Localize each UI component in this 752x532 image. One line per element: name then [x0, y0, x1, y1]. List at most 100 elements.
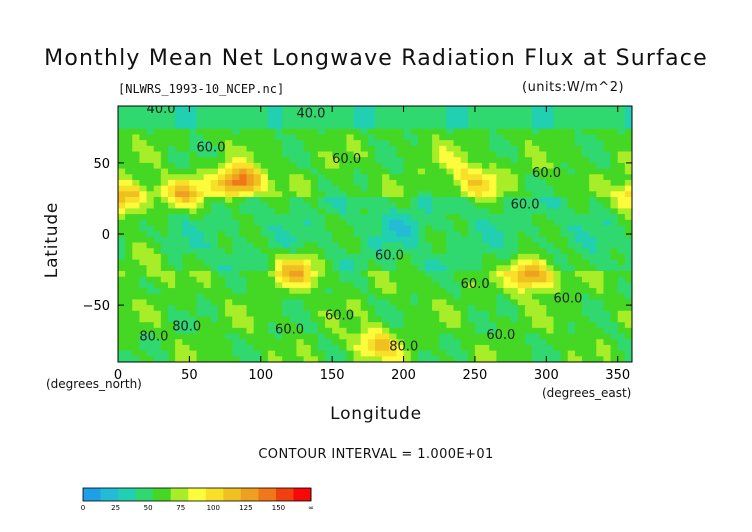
heatmap-cell: [567, 356, 576, 362]
heatmap-cell: [382, 140, 390, 147]
heatmap-cell: [524, 191, 533, 198]
heatmap-cell: [303, 276, 312, 283]
heatmap-cell: [539, 344, 547, 352]
heatmap-cell: [153, 106, 162, 113]
heatmap-cell: [424, 333, 433, 340]
heatmap-cell: [553, 134, 562, 141]
heatmap-cell: [482, 197, 490, 204]
heatmap-cell: [617, 322, 626, 329]
heatmap-cell: [517, 185, 526, 192]
heatmap-cell: [482, 231, 490, 238]
heatmap-cell: [410, 339, 419, 346]
heatmap-cell: [496, 310, 505, 318]
heatmap-cell: [339, 145, 348, 153]
heatmap-cell: [296, 140, 305, 147]
heatmap-cell: [439, 265, 447, 272]
heatmap-cell: [560, 128, 569, 136]
heatmap-cell: [367, 270, 376, 278]
heatmap-cell: [460, 339, 469, 346]
heatmap-cell: [589, 140, 597, 147]
heatmap-cell: [225, 174, 233, 181]
heatmap-cell: [260, 288, 269, 295]
heatmap-cell: [453, 202, 462, 209]
heatmap-cell: [453, 145, 462, 153]
heatmap-cell: [239, 157, 248, 164]
heatmap-cell: [217, 151, 226, 158]
heatmap-cell: [482, 310, 490, 318]
heatmap-cell: [196, 140, 205, 147]
heatmap-cell: [574, 344, 583, 352]
heatmap-cell: [203, 248, 212, 255]
heatmap-cell: [624, 248, 632, 255]
heatmap-cell: [246, 305, 255, 312]
heatmap-cell: [303, 322, 312, 329]
heatmap-cell: [353, 214, 362, 221]
heatmap-cell: [203, 106, 212, 113]
heatmap-cell: [617, 339, 626, 346]
heatmap-cell: [382, 344, 390, 352]
heatmap-cell: [146, 106, 155, 113]
heatmap-cell: [617, 327, 626, 335]
heatmap-cell: [446, 276, 455, 283]
heatmap-cell: [160, 356, 169, 362]
heatmap-cell: [232, 231, 240, 238]
heatmap-cell: [582, 322, 590, 329]
heatmap-cell: [560, 288, 569, 295]
heatmap-cell: [332, 168, 340, 175]
heatmap-cell: [146, 111, 155, 118]
heatmap-cell: [125, 270, 133, 278]
heatmap-cell: [474, 316, 483, 323]
heatmap-cell: [360, 242, 369, 249]
heatmap-cell: [446, 339, 455, 346]
heatmap-cell: [239, 270, 248, 278]
heatmap-cell: [182, 191, 190, 198]
heatmap-cell: [353, 305, 362, 312]
heatmap-cell: [118, 111, 126, 118]
heatmap-cell: [246, 344, 255, 352]
heatmap-cell: [203, 276, 212, 283]
heatmap-cell: [118, 191, 126, 198]
heatmap-cell: [553, 299, 562, 306]
heatmap-cell: [375, 179, 383, 187]
heatmap-cell: [310, 202, 319, 209]
heatmap-cell: [317, 327, 326, 335]
heatmap-cell: [332, 276, 340, 283]
heatmap-cell: [132, 174, 141, 181]
heatmap-cell: [582, 339, 590, 346]
heatmap-cell: [582, 197, 590, 204]
heatmap-cell: [446, 242, 455, 249]
heatmap-cell: [167, 327, 176, 335]
heatmap-cell: [560, 316, 569, 323]
heatmap-cell: [460, 316, 469, 323]
heatmap-cell: [396, 134, 405, 141]
chart-title: Monthly Mean Net Longwave Radiation Flux…: [44, 46, 708, 71]
heatmap-cell: [132, 248, 141, 255]
heatmap-cell: [517, 322, 526, 329]
heatmap-cell: [189, 185, 198, 192]
heatmap-cell: [596, 168, 605, 175]
heatmap-cell: [546, 305, 555, 312]
colorbar-tick-label: 75: [176, 504, 185, 512]
heatmap-cell: [396, 339, 405, 346]
heatmap-cell: [403, 117, 412, 124]
heatmap-cell: [332, 151, 340, 158]
heatmap-cell: [553, 202, 562, 209]
heatmap-cell: [132, 179, 141, 187]
heatmap-cell: [546, 265, 555, 272]
heatmap-cell: [596, 305, 605, 312]
heatmap-cell: [225, 214, 233, 221]
heatmap-cell: [560, 293, 569, 301]
heatmap-cell: [617, 356, 626, 362]
heatmap-cell: [232, 276, 240, 283]
heatmap-cell: [510, 350, 519, 357]
heatmap-cell: [225, 339, 233, 346]
heatmap-cell: [260, 208, 269, 215]
heatmap-cell: [303, 305, 312, 312]
heatmap-cell: [603, 208, 612, 215]
heatmap-cell: [453, 225, 462, 232]
heatmap-cell: [346, 316, 355, 323]
x-tick-label: 100: [248, 368, 273, 383]
heatmap-cell: [553, 327, 562, 335]
heatmap-cell: [553, 242, 562, 249]
heatmap-cell: [567, 140, 576, 147]
